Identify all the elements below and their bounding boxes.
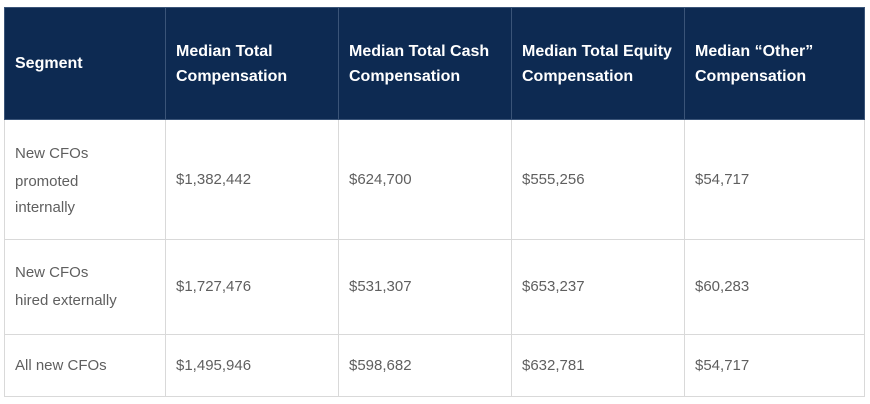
- table-row: All new CFOs $1,495,946 $598,682 $632,78…: [4, 334, 865, 397]
- segment-label-line: New CFOs: [15, 264, 89, 281]
- header-row: Segment Median Total Compensation Median…: [4, 7, 865, 120]
- total-compensation-cell: $1,382,442: [165, 119, 339, 240]
- header-median-total-cash-compensation: Median Total Cash Compensation: [338, 7, 512, 120]
- table-row: New CFOs promoted internally $1,382,442 …: [4, 119, 865, 240]
- table-body: New CFOs promoted internally $1,382,442 …: [4, 119, 865, 397]
- cash-compensation-cell: $531,307: [338, 239, 512, 335]
- header-median-total-compensation: Median Total Compensation: [165, 7, 339, 120]
- segment-label-line: internally: [15, 198, 76, 216]
- header-segment: Segment: [4, 7, 166, 120]
- other-compensation-cell: $54,717: [684, 334, 865, 397]
- table-row: New CFOs hired externally $1,727,476 $53…: [4, 239, 865, 335]
- segment-cell: New CFOs hired externally: [4, 239, 166, 335]
- total-compensation-cell: $1,727,476: [165, 239, 339, 335]
- equity-compensation-cell: $632,781: [511, 334, 685, 397]
- table-header: Segment Median Total Compensation Median…: [4, 7, 865, 120]
- header-median-other-compensation: Median “Other” Compensation: [684, 7, 865, 120]
- cash-compensation-cell: $598,682: [338, 334, 512, 397]
- cfo-compensation-table: Segment Median Total Compensation Median…: [4, 7, 865, 397]
- segment-label-line: promoted: [15, 172, 79, 190]
- compensation-table-container: Segment Median Total Compensation Median…: [4, 7, 865, 397]
- header-median-total-equity-compensation: Median Total Equity Compensation: [511, 7, 685, 120]
- segment-cell: New CFOs promoted internally: [4, 119, 166, 240]
- cash-compensation-cell: $624,700: [338, 119, 512, 240]
- other-compensation-cell: $54,717: [684, 119, 865, 240]
- equity-compensation-cell: $555,256: [511, 119, 685, 240]
- segment-label-line: All new CFOs: [15, 356, 107, 374]
- total-compensation-cell: $1,495,946: [165, 334, 339, 397]
- segment-cell: All new CFOs: [4, 334, 166, 397]
- segment-label-line: hired externally: [15, 292, 117, 309]
- segment-label-line: New CFOs: [15, 144, 89, 162]
- equity-compensation-cell: $653,237: [511, 239, 685, 335]
- other-compensation-cell: $60,283: [684, 239, 865, 335]
